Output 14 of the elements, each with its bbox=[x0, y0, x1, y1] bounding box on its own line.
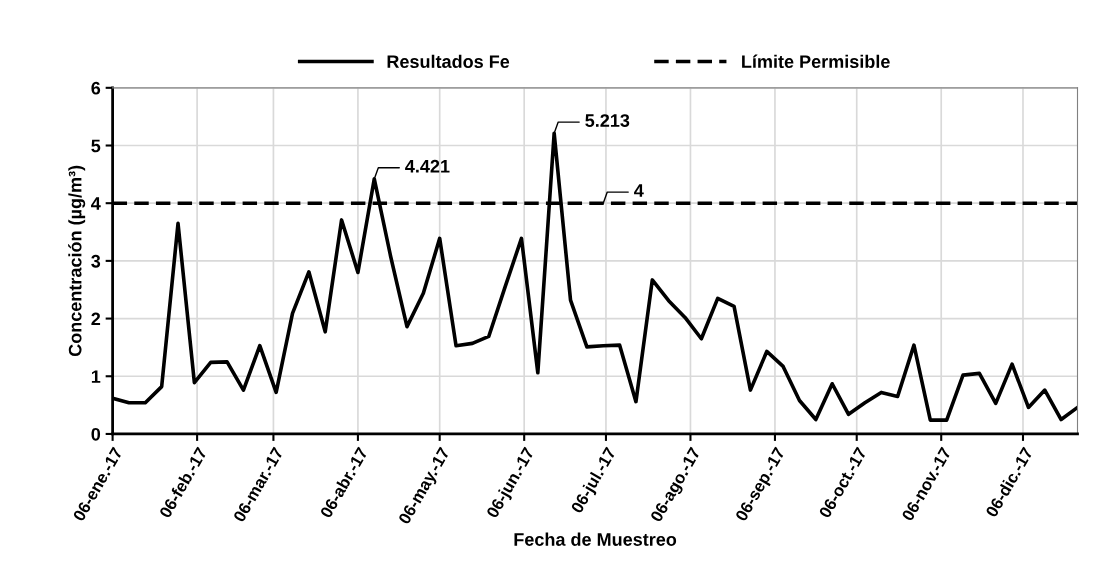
annotation: 4 bbox=[634, 184, 644, 197]
legend-label: Límite Permisible bbox=[742, 54, 890, 68]
y-tick-label: 6 bbox=[91, 81, 101, 95]
y-axis-title: Concentración (µg/m³) bbox=[68, 165, 86, 357]
y-tick-label: 3 bbox=[91, 254, 101, 268]
annotation: 5.213 bbox=[585, 114, 630, 127]
annotation: 4.421 bbox=[405, 159, 450, 173]
y-tick-label: 0 bbox=[91, 427, 101, 441]
y-tick-label: 5 bbox=[91, 139, 101, 153]
x-axis-title: Fecha de Muestreo bbox=[514, 532, 677, 546]
y-tick-label: 1 bbox=[91, 370, 101, 383]
legend-label: Resultados Fe bbox=[387, 54, 510, 68]
y-tick-label: 2 bbox=[91, 312, 101, 326]
y-tick-label: 4 bbox=[91, 197, 101, 210]
